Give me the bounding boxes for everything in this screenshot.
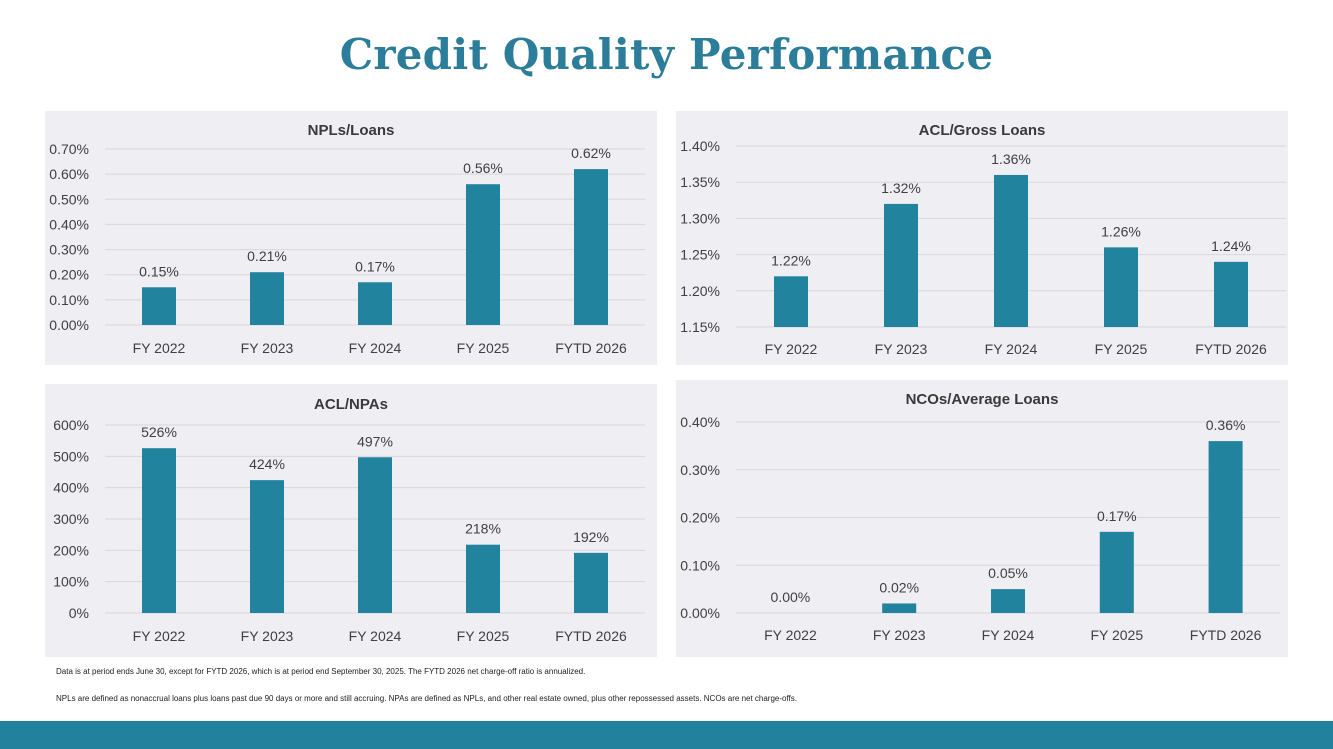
data-label-fy-2025: 218% xyxy=(465,521,501,537)
bar-fy-2023 xyxy=(882,603,917,613)
y-tick-label: 1.30% xyxy=(680,210,720,226)
footer-bar xyxy=(0,721,1333,749)
y-tick-label: 0.30% xyxy=(680,462,720,478)
data-label-fy-2022: 526% xyxy=(141,424,177,440)
data-label-fy-2024: 1.36% xyxy=(991,151,1031,167)
x-tick-label-fytd-2026: FYTD 2026 xyxy=(1195,341,1267,357)
y-tick-label: 600% xyxy=(53,417,89,433)
data-label-fy-2025: 1.26% xyxy=(1101,223,1141,239)
footnote-definitions: NPLs are defined as nonaccrual loans plu… xyxy=(56,694,798,703)
x-tick-label-fy-2023: FY 2023 xyxy=(875,341,928,357)
bar-fy-2024 xyxy=(358,457,392,613)
bar-fy-2025 xyxy=(466,544,500,613)
bar-fytd-2026 xyxy=(574,169,608,325)
y-tick-label: 200% xyxy=(53,542,89,558)
y-tick-label: 0% xyxy=(69,605,89,621)
chart-title: ACL/Gross Loans xyxy=(919,122,1046,139)
data-label-fytd-2026: 1.24% xyxy=(1211,238,1251,254)
x-tick-label-fytd-2026: FYTD 2026 xyxy=(555,340,627,356)
data-label-fy-2023: 0.02% xyxy=(879,579,919,595)
y-tick-label: 0.50% xyxy=(49,191,89,207)
y-tick-label: 0.40% xyxy=(49,216,89,232)
bar-fy-2023 xyxy=(250,272,284,325)
y-tick-label: 500% xyxy=(53,448,89,464)
y-tick-label: 0.10% xyxy=(680,557,720,573)
y-tick-label: 0.10% xyxy=(49,292,89,308)
data-label-fytd-2026: 0.62% xyxy=(571,145,611,161)
bar-fytd-2026 xyxy=(574,552,608,613)
data-label-fy-2022: 1.22% xyxy=(771,252,811,268)
y-tick-label: 0.60% xyxy=(49,166,89,182)
y-tick-label: 0.70% xyxy=(49,141,89,157)
x-tick-label-fy-2024: FY 2024 xyxy=(349,628,402,644)
x-tick-label-fy-2025: FY 2025 xyxy=(457,340,510,356)
y-tick-label: 0.20% xyxy=(680,510,720,526)
x-tick-label-fy-2022: FY 2022 xyxy=(133,340,186,356)
y-tick-label: 1.40% xyxy=(680,138,720,154)
x-tick-label-fy-2024: FY 2024 xyxy=(349,340,402,356)
bar-fytd-2026 xyxy=(1208,441,1243,613)
chart-npls-loans: NPLs/Loans 0.00% 0.10% 0.20% 0.30% 0.40% 0.50%… xyxy=(45,111,657,365)
data-label-fy-2024: 0.17% xyxy=(355,258,395,274)
data-label-fy-2023: 0.21% xyxy=(247,248,287,264)
y-tick-label: 1.20% xyxy=(680,283,720,299)
x-tick-label-fy-2023: FY 2023 xyxy=(241,628,294,644)
x-tick-label-fy-2025: FY 2025 xyxy=(457,628,510,644)
bar-fy-2025 xyxy=(1099,531,1134,613)
y-tick-label: 1.35% xyxy=(680,174,720,190)
chart-acl-gross-loans: ACL/Gross Loans 1.15% 1.20% 1.25% 1.30% 1.35%… xyxy=(676,111,1288,365)
y-tick-label: 0.40% xyxy=(680,414,720,430)
y-tick-label: 1.15% xyxy=(680,319,720,335)
y-tick-label: 100% xyxy=(53,574,89,590)
data-label-fytd-2026: 0.36% xyxy=(1206,417,1246,433)
y-tick-label: 0.00% xyxy=(680,605,720,621)
x-tick-label-fy-2023: FY 2023 xyxy=(873,627,926,643)
page-title: Credit Quality Performance xyxy=(339,30,994,79)
data-label-fy-2022: 0.15% xyxy=(139,263,179,279)
y-tick-label: 0.30% xyxy=(49,242,89,258)
x-tick-label-fy-2022: FY 2022 xyxy=(765,341,818,357)
y-tick-label: 300% xyxy=(53,511,89,527)
y-tick-label: 1.25% xyxy=(680,247,720,263)
bar-fy-2024 xyxy=(991,589,1025,613)
x-tick-label-fy-2022: FY 2022 xyxy=(764,627,817,643)
data-label-fy-2022: 0.00% xyxy=(771,589,811,605)
y-tick-label: 400% xyxy=(53,480,89,496)
bar-fy-2023 xyxy=(884,203,918,327)
data-label-fy-2024: 0.05% xyxy=(988,565,1028,581)
chart-title: NCOs/Average Loans xyxy=(906,391,1059,408)
x-tick-label-fytd-2026: FYTD 2026 xyxy=(555,628,627,644)
y-tick-label: 0.20% xyxy=(49,267,89,283)
chart-title: ACL/NPAs xyxy=(314,396,388,413)
chart-ncos-average-loans: NCOs/Average Loans 0.00% 0.10% 0.20% 0.30% 0.… xyxy=(676,380,1288,657)
x-tick-label-fy-2022: FY 2022 xyxy=(133,628,186,644)
data-label-fytd-2026: 192% xyxy=(573,529,609,545)
x-tick-label-fy-2023: FY 2023 xyxy=(241,340,294,356)
data-label-fy-2024: 497% xyxy=(357,433,393,449)
x-tick-label-fytd-2026: FYTD 2026 xyxy=(1190,627,1262,643)
bar-fy-2022 xyxy=(142,287,176,325)
bar-fy-2023 xyxy=(250,480,284,613)
x-tick-label-fy-2025: FY 2025 xyxy=(1095,341,1148,357)
x-tick-label-fy-2024: FY 2024 xyxy=(982,627,1035,643)
x-tick-label-fy-2025: FY 2025 xyxy=(1090,627,1143,643)
data-label-fy-2023: 424% xyxy=(249,456,285,472)
bar-fytd-2026 xyxy=(1214,261,1248,327)
data-label-fy-2025: 0.17% xyxy=(1097,508,1137,524)
bar-fy-2022 xyxy=(142,448,176,613)
bar-fy-2024 xyxy=(358,282,392,325)
bar-fy-2025 xyxy=(466,184,500,325)
bar-fy-2022 xyxy=(774,276,808,327)
chart-acl-npas: ACL/NPAs 0% 100% 200% 300% 400% 500% 600% 526% FY… xyxy=(45,384,657,657)
bar-fy-2025 xyxy=(1104,247,1138,327)
chart-title: NPLs/Loans xyxy=(308,122,395,139)
x-tick-label-fy-2024: FY 2024 xyxy=(985,341,1038,357)
bar-fy-2024 xyxy=(994,174,1028,327)
data-label-fy-2025: 0.56% xyxy=(463,160,503,176)
y-tick-label: 0.00% xyxy=(49,317,89,333)
footnote-period-ends: Data is at period ends June 30, except f… xyxy=(56,667,586,676)
data-label-fy-2023: 1.32% xyxy=(881,180,921,196)
